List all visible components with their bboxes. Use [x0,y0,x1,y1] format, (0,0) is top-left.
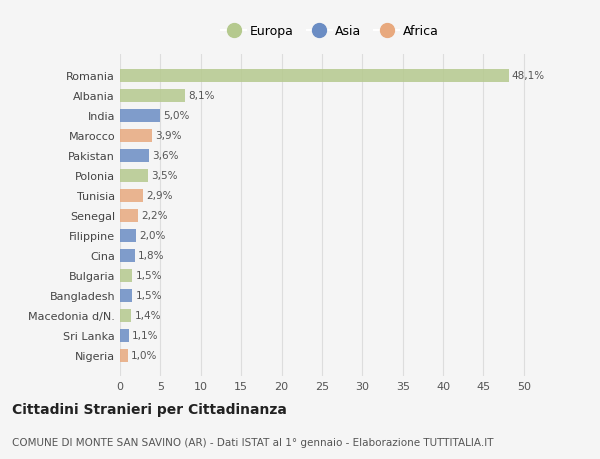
Text: 3,9%: 3,9% [155,131,181,141]
Bar [120,169,148,182]
Bar [120,229,136,242]
Text: 48,1%: 48,1% [512,71,545,81]
Text: 2,2%: 2,2% [141,211,167,221]
Bar [120,209,138,222]
Text: 3,6%: 3,6% [152,151,179,161]
Bar [120,249,134,262]
Text: 5,0%: 5,0% [164,111,190,121]
Bar [120,110,160,123]
Bar [120,70,509,83]
Text: 8,1%: 8,1% [188,91,215,101]
Text: COMUNE DI MONTE SAN SAVINO (AR) - Dati ISTAT al 1° gennaio - Elaborazione TUTTIT: COMUNE DI MONTE SAN SAVINO (AR) - Dati I… [12,437,493,447]
Bar [120,129,151,142]
Bar [120,309,131,322]
Text: 2,9%: 2,9% [146,191,173,201]
Text: 1,5%: 1,5% [136,291,162,301]
Text: 1,5%: 1,5% [136,270,162,280]
Text: 1,0%: 1,0% [131,350,158,360]
Text: Cittadini Stranieri per Cittadinanza: Cittadini Stranieri per Cittadinanza [12,402,287,416]
Bar [120,269,132,282]
Text: 2,0%: 2,0% [139,231,166,241]
Bar [120,150,149,162]
Bar [120,189,143,202]
Legend: Europa, Asia, Africa: Europa, Asia, Africa [219,23,441,41]
Text: 3,5%: 3,5% [151,171,178,181]
Text: 1,1%: 1,1% [132,330,158,340]
Bar [120,289,132,302]
Bar [120,90,185,102]
Text: 1,8%: 1,8% [138,251,164,261]
Bar [120,349,128,362]
Text: 1,4%: 1,4% [134,310,161,320]
Bar [120,329,129,342]
